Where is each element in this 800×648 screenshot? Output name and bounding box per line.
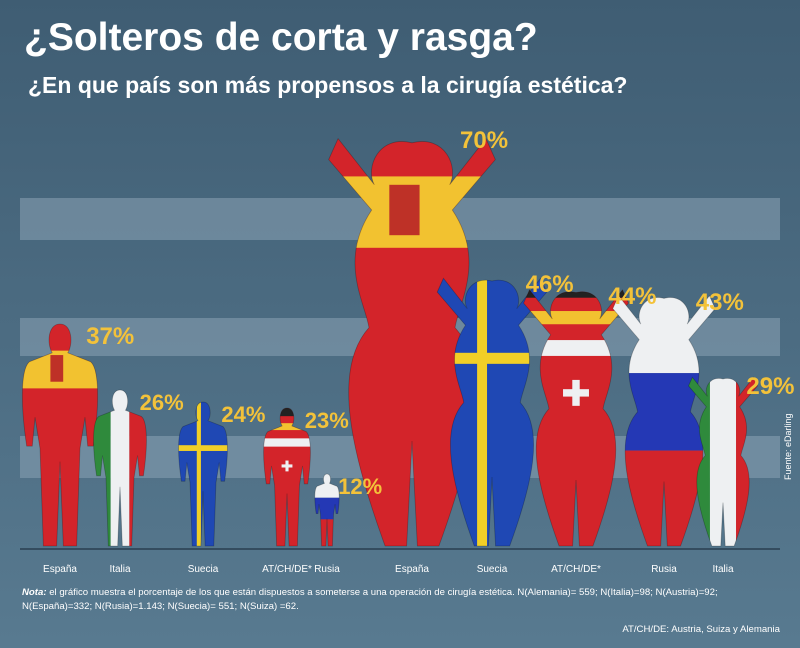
value-label: 26% — [140, 390, 184, 415]
value-label: 24% — [221, 402, 265, 427]
category-label: Italia — [109, 564, 131, 575]
category-label: Italia — [712, 564, 734, 575]
category-label: Suecia — [477, 564, 508, 575]
category-label: Rusia — [314, 564, 340, 575]
category-label: AT/CH/DE* — [551, 564, 601, 575]
value-label: 23% — [305, 408, 349, 433]
abbreviation-note: AT/CH/DE: Austria, Suiza y Alemania — [622, 624, 780, 635]
footnote: Nota: el gráfico muestra el porcentaje d… — [22, 586, 782, 614]
value-label: 44% — [608, 283, 656, 310]
value-label: 70% — [460, 127, 508, 154]
category-label: España — [395, 564, 429, 575]
value-label: 46% — [526, 271, 574, 298]
labels: 37% España 26% Italia 24% Suecia 23% AT/CH/DE* 1… — [43, 127, 794, 575]
source-label: Fuente: eDarling — [783, 413, 793, 480]
value-label: 37% — [86, 323, 134, 350]
note-label: Nota: — [22, 587, 47, 598]
category-label: España — [43, 564, 77, 575]
note-text: el gráfico muestra el porcentaje de los … — [22, 587, 718, 612]
chart-title: ¿Solteros de corta y rasga? — [24, 16, 538, 59]
category-label: Rusia — [651, 564, 677, 575]
category-label: Suecia — [188, 564, 219, 575]
value-label: 12% — [338, 474, 382, 499]
category-label: AT/CH/DE* — [262, 564, 312, 575]
chart-subtitle: ¿En que país son más propensos a la ciru… — [28, 72, 628, 98]
value-label: 29% — [746, 373, 794, 400]
value-label: 43% — [696, 289, 744, 316]
